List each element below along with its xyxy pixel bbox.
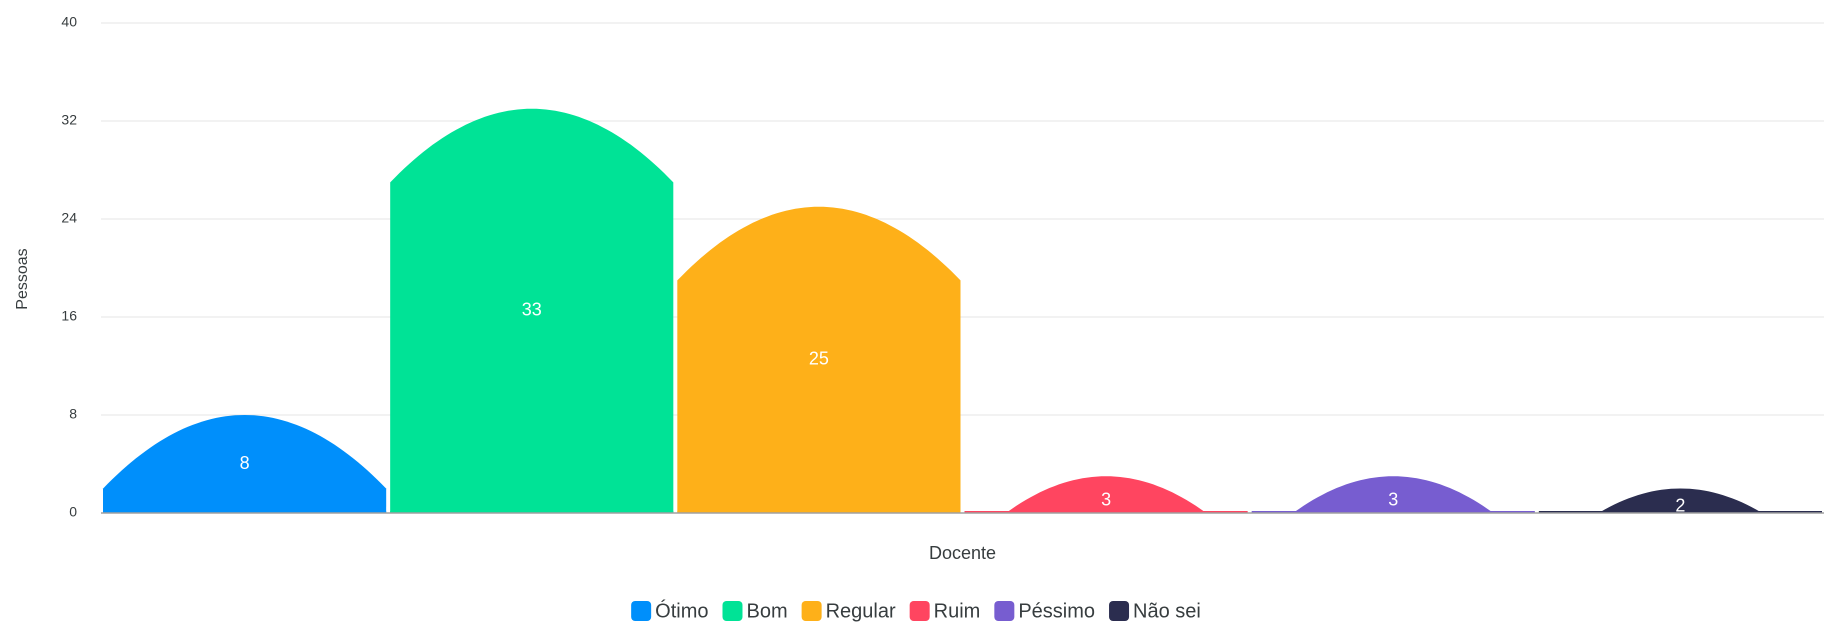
y-tick-label: 8 xyxy=(69,406,77,422)
data-label: 3 xyxy=(1101,489,1111,509)
data-label: 25 xyxy=(809,349,829,369)
bar xyxy=(390,108,674,514)
legend: Ótimo Bom Regular Ruim Péssimo Não sei xyxy=(631,599,1201,622)
y-tick-label: 24 xyxy=(61,210,77,226)
bar xyxy=(677,206,961,514)
legend-swatch xyxy=(722,601,743,621)
legend-swatch xyxy=(631,601,652,621)
legend-label: Péssimo xyxy=(1018,600,1095,622)
data-label: 33 xyxy=(522,300,542,320)
legend-swatch xyxy=(909,601,930,621)
y-axis-title: Pessoas xyxy=(14,248,31,309)
data-label: 3 xyxy=(1388,489,1398,509)
y-tick-label: 0 xyxy=(69,504,77,520)
legend-label: Bom xyxy=(746,600,787,622)
legend-swatch xyxy=(1109,601,1130,621)
bar xyxy=(1538,488,1822,513)
legend-swatch xyxy=(994,601,1015,621)
legend-label: Não sei xyxy=(1133,600,1201,622)
bar xyxy=(1251,476,1535,513)
bar xyxy=(964,476,1248,513)
legend-swatch xyxy=(801,601,822,621)
legend-label: Ótimo xyxy=(655,599,708,622)
x-tick-label: Docente xyxy=(929,543,996,563)
y-tick-label: 32 xyxy=(61,112,77,128)
bar xyxy=(103,415,387,513)
data-label: 8 xyxy=(240,453,250,473)
y-tick-label: 16 xyxy=(61,308,77,324)
y-tick-label: 40 xyxy=(61,14,77,30)
legend-label: Regular xyxy=(826,600,896,622)
legend-label: Ruim xyxy=(934,600,981,622)
data-label: 2 xyxy=(1675,496,1685,516)
